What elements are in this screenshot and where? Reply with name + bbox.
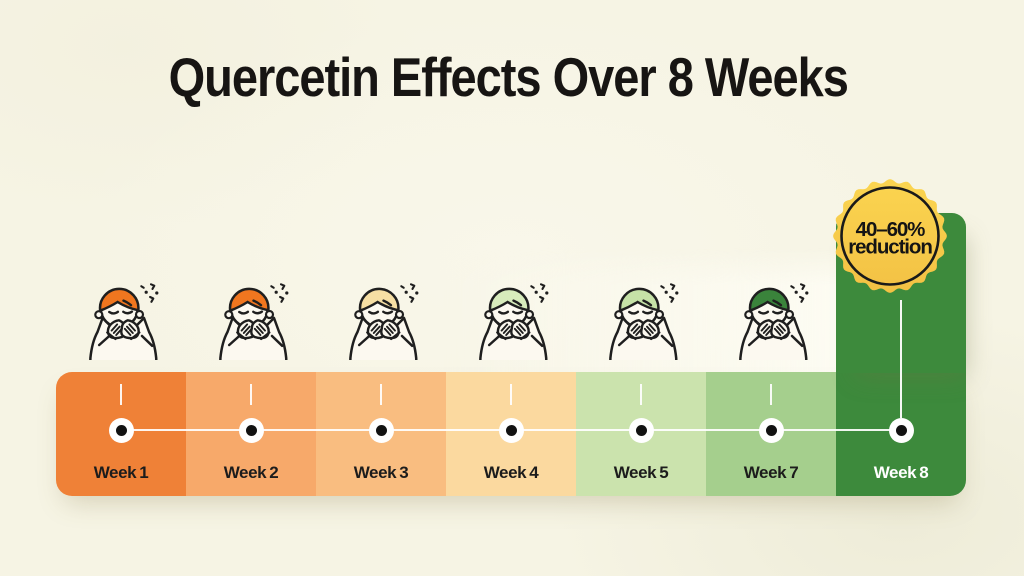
svg-text:40–60%: 40–60% <box>856 218 926 241</box>
svg-text:reduction: reduction <box>848 236 932 259</box>
